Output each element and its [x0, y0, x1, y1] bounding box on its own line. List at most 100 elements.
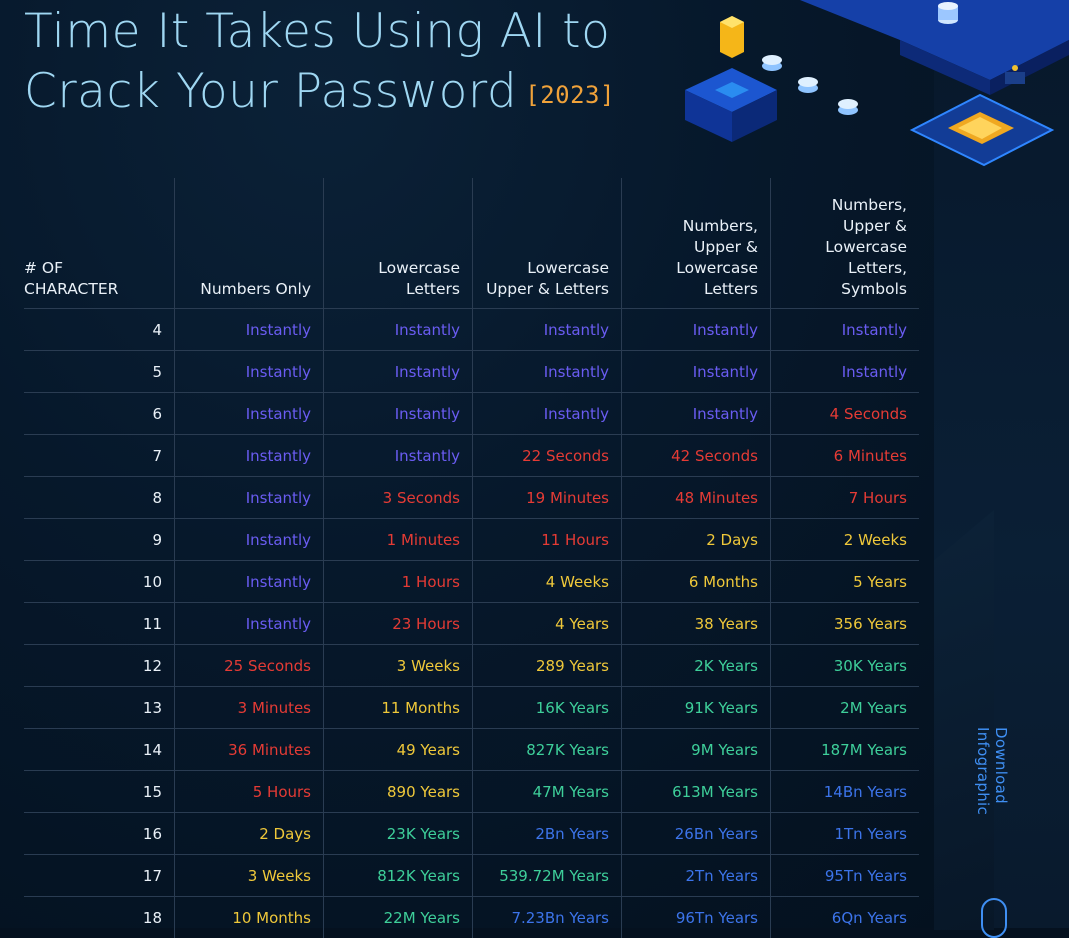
crack-time-cell: 2 Weeks [770, 519, 919, 560]
crack-time-cell: 5 Hours [174, 771, 323, 812]
character-count-cell: 17 [142, 866, 162, 885]
large-platform [800, 0, 1069, 95]
crack-time-cell: 96Tn Years [621, 897, 770, 938]
server-illustration [685, 0, 1069, 167]
crack-time-cell: 38 Years [621, 603, 770, 644]
crack-time-cell: 6 Months [621, 561, 770, 602]
crack-time-cell: 11 Hours [472, 519, 621, 560]
gold-chip-icon [720, 16, 744, 58]
crack-time-cell: 91K Years [621, 687, 770, 728]
crack-time-cell: 613M Years [621, 771, 770, 812]
character-count-cell: 14 [142, 740, 162, 759]
crack-time-cell: Instantly [174, 351, 323, 392]
crack-time-cell: 36 Minutes [174, 729, 323, 770]
crack-time-cell: 187M Years [770, 729, 919, 770]
crack-time-cell: 19 Minutes [472, 477, 621, 518]
crack-time-cell: 1Tn Years [770, 813, 919, 854]
crack-time-cell: 23 Hours [323, 603, 472, 644]
crack-time-cell: 2Tn Years [621, 855, 770, 896]
crack-time-cell: 16K Years [472, 687, 621, 728]
crack-time-cell: Instantly [323, 393, 472, 434]
table-row: 4 Instantly Instantly Instantly Instantly Ins… [24, 309, 919, 351]
column-header: Numbers, Upper & Lowercase Letters, Symb… [770, 178, 919, 308]
crack-time-cell: 4 Years [472, 603, 621, 644]
crack-time-cell: 5 Years [770, 561, 919, 602]
crack-time-cell: 26Bn Years [621, 813, 770, 854]
character-count-cell: 8 [152, 488, 162, 507]
crack-time-cell: 10 Months [174, 897, 323, 938]
table-row: 7 Instantly Instantly 22 Seconds 42 Seconds 6… [24, 435, 919, 477]
crack-time-cell: 30K Years [770, 645, 919, 686]
crack-time-cell: 47M Years [472, 771, 621, 812]
crack-time-cell: 11 Months [323, 687, 472, 728]
character-count-cell: 7 [152, 446, 162, 465]
character-count-cell: 5 [152, 362, 162, 381]
crack-time-cell: 827K Years [472, 729, 621, 770]
title-line-1: Time It Takes Using AI to [24, 4, 611, 59]
character-count-cell: 16 [142, 824, 162, 843]
column-header-label: Lowercase Letters [378, 259, 460, 298]
crack-time-cell: 2 Days [174, 813, 323, 854]
column-header: Lowercase Letters [323, 178, 472, 308]
crack-time-cell: 3 Weeks [174, 855, 323, 896]
table-row: 17 3 Weeks 812K Years 539.72M Years 2Tn Year… [24, 855, 919, 897]
coin-stack-icons [762, 55, 858, 115]
table-row: 12 25 Seconds 3 Weeks 289 Years 2K Years 30K … [24, 645, 919, 687]
table-row: 6 Instantly Instantly Instantly Instantly 4 S… [24, 393, 919, 435]
crack-time-cell: Instantly [472, 309, 621, 350]
crack-time-cell: 3 Minutes [174, 687, 323, 728]
table-row: 11 Instantly 23 Hours 4 Years 38 Years 356 Ye… [24, 603, 919, 645]
table-row: 18 10 Months 22M Years 7.23Bn Years 96Tn Yea… [24, 897, 919, 938]
crack-time-cell: 289 Years [472, 645, 621, 686]
character-count-cell: 9 [152, 530, 162, 549]
column-header-label: Lowercase Upper & Letters [486, 259, 609, 298]
column-header-label: Numbers Only [200, 280, 311, 298]
crack-time-cell: 7.23Bn Years [472, 897, 621, 938]
crack-time-cell: 49 Years [323, 729, 472, 770]
table-header: # OF CHARACTER Numbers Only Lowercase Lett… [24, 178, 919, 309]
crack-time-cell: Instantly [770, 351, 919, 392]
year-badge: [2023] [525, 80, 615, 109]
character-count-cell: 15 [142, 782, 162, 801]
column-header-label: Numbers, Upper & Lowercase Letters [676, 217, 758, 298]
crack-time-cell: 23K Years [323, 813, 472, 854]
indicator-light [1012, 65, 1018, 71]
crack-time-cell: 2M Years [770, 687, 919, 728]
character-count-cell: 13 [142, 698, 162, 717]
download-scroll-icon[interactable] [981, 898, 1007, 938]
crack-time-cell: Instantly [472, 393, 621, 434]
download-infographic-link[interactable]: Download Infographic [974, 727, 1010, 816]
crack-time-cell: 4 Seconds [770, 393, 919, 434]
crack-time-cell: Instantly [323, 309, 472, 350]
crack-time-cell: 2Bn Years [472, 813, 621, 854]
crack-time-cell: 890 Years [323, 771, 472, 812]
crack-time-cell: Instantly [323, 351, 472, 392]
crack-time-cell: 7 Hours [770, 477, 919, 518]
character-count-cell: 18 [142, 908, 162, 927]
crack-time-cell: Instantly [174, 309, 323, 350]
crack-time-cell: 2K Years [621, 645, 770, 686]
crack-time-cell: 3 Seconds [323, 477, 472, 518]
crack-time-cell: 4 Weeks [472, 561, 621, 602]
crack-time-cell: 356 Years [770, 603, 919, 644]
crack-time-cell: Instantly [174, 435, 323, 476]
crack-time-cell: 14Bn Years [770, 771, 919, 812]
crack-time-cell: 3 Weeks [323, 645, 472, 686]
character-count-cell: 12 [142, 656, 162, 675]
table-row: 10 Instantly 1 Hours 4 Weeks 6 Months 5 Years [24, 561, 919, 603]
character-count-cell: 11 [142, 614, 162, 633]
crack-time-cell: 1 Hours [323, 561, 472, 602]
cpu-chip-board [909, 93, 1055, 167]
crack-time-cell: Instantly [174, 519, 323, 560]
table-row: 16 2 Days 23K Years 2Bn Years 26Bn Years 1Tn … [24, 813, 919, 855]
column-header: Numbers Only [174, 178, 323, 308]
title-line-2: Crack Your Password [24, 64, 518, 119]
table-row: 9 Instantly 1 Minutes 11 Hours 2 Days 2 Weeks [24, 519, 919, 561]
crack-time-cell: 25 Seconds [174, 645, 323, 686]
crack-time-cell: 6 Minutes [770, 435, 919, 476]
table-row: 5 Instantly Instantly Instantly Instantly Ins… [24, 351, 919, 393]
crack-time-cell: 9M Years [621, 729, 770, 770]
crack-time-cell: Instantly [472, 351, 621, 392]
character-count-cell: 10 [142, 572, 162, 591]
